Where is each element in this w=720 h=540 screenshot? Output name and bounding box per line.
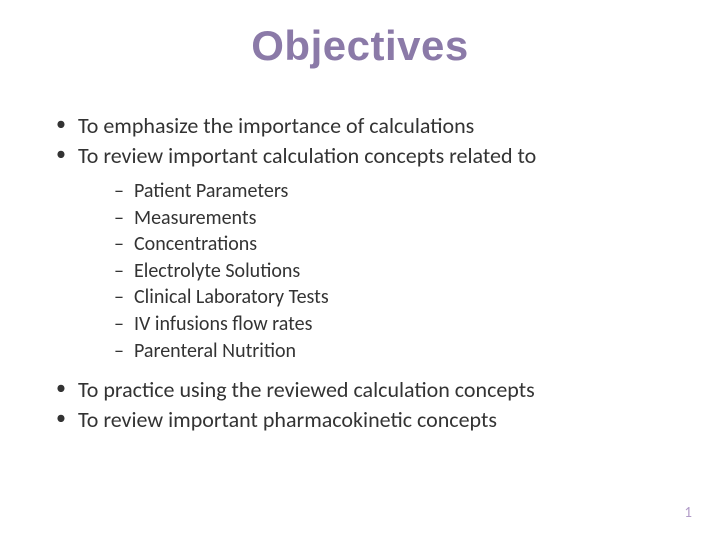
sub-bullet-item: Patient Parameters <box>114 179 670 205</box>
sub-bullet-text: Concentrations <box>134 232 257 256</box>
sub-bullet-text: Electrolyte Solutions <box>134 259 300 283</box>
main-bullet-list: To emphasize the importance of calculati… <box>50 112 670 433</box>
sub-bullet-item: Clinical Laboratory Tests <box>114 285 670 311</box>
sub-bullet-item: Measurements <box>114 206 670 232</box>
sub-bullet-item: Electrolyte Solutions <box>114 259 670 285</box>
bullet-text: To review important pharmacokinetic conc… <box>78 406 497 433</box>
sub-bullet-text: IV infusions flow rates <box>134 312 312 336</box>
sub-bullet-list: Patient Parameters Measurements Concentr… <box>114 179 670 364</box>
bullet-text: To review important calculation concepts… <box>78 142 536 169</box>
page-number: 1 <box>684 504 692 522</box>
sub-bullet-item: Parenteral Nutrition <box>114 339 670 365</box>
bullet-item: To practice using the reviewed calculati… <box>50 376 670 404</box>
bullet-item: To emphasize the importance of calculati… <box>50 112 670 140</box>
sub-bullet-text: Clinical Laboratory Tests <box>134 285 329 309</box>
sub-bullet-text: Measurements <box>134 206 256 230</box>
slide-title: Objectives <box>50 22 670 70</box>
sub-bullet-item: Concentrations <box>114 232 670 258</box>
bullet-text: To emphasize the importance of calculati… <box>78 112 474 139</box>
bullet-item: To review important calculation concepts… <box>50 142 670 365</box>
sub-bullet-item: IV infusions flow rates <box>114 312 670 338</box>
bullet-text: To practice using the reviewed calculati… <box>78 376 535 403</box>
sub-bullet-text: Parenteral Nutrition <box>134 339 296 363</box>
sub-bullet-text: Patient Parameters <box>134 179 288 203</box>
bullet-item: To review important pharmacokinetic conc… <box>50 406 670 434</box>
